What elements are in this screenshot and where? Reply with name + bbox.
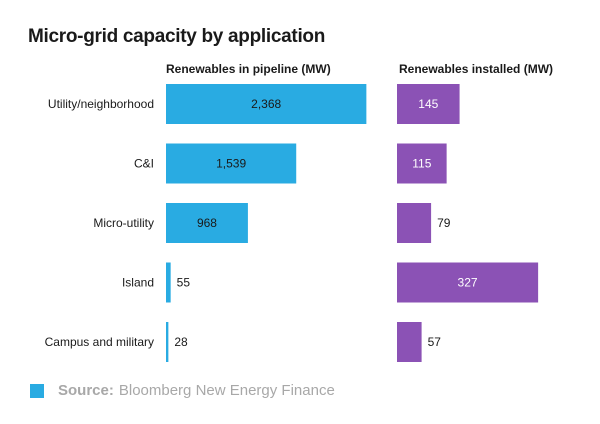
source-legend-swatch <box>30 383 44 398</box>
pipeline-value-label-island: 55 <box>177 276 191 290</box>
pipeline-bar-utility-neighborhood <box>166 84 367 124</box>
installed-value-label-micro-utility: 79 <box>437 216 451 230</box>
installed-value-label-c-i: 115 <box>412 157 431 171</box>
category-label-micro-utility: Micro-utility <box>93 216 154 230</box>
category-label-island: Island <box>122 276 154 290</box>
pipeline-value-label-c-i: 1,539 <box>216 157 246 171</box>
pipeline-bar-island <box>166 262 171 303</box>
source-note: Source: Bloomberg New Energy Finance <box>30 382 335 399</box>
installed-value-label-utility-neighborhood: 145 <box>418 97 438 111</box>
installed-value-label-island: 327 <box>458 276 478 290</box>
installed-bar-campus-and-military <box>397 322 422 362</box>
pipeline-bar-c-i <box>166 143 297 184</box>
pipeline-panel-heading: Renewables in pipeline (MW) <box>166 62 331 76</box>
pipeline-value-label-utility-neighborhood: 2,368 <box>251 97 281 111</box>
chart-title: Micro-grid capacity by application <box>28 26 326 47</box>
installed-bar-micro-utility <box>397 203 432 243</box>
pipeline-value-label-campus-and-military: 28 <box>174 335 188 349</box>
category-label-c-i: C&I <box>134 157 154 171</box>
pipeline-bar-micro-utility <box>166 203 248 243</box>
category-label-utility-neighborhood: Utility/neighborhood <box>48 97 154 111</box>
installed-panel-heading: Renewables installed (MW) <box>399 62 554 76</box>
installed-bar-c-i <box>397 143 447 184</box>
source-text: Bloomberg New Energy Finance <box>118 382 335 399</box>
source-label: Source: <box>58 382 114 399</box>
category-label-campus-and-military: Campus and military <box>45 335 154 349</box>
pipeline-bar-campus-and-military <box>166 322 169 362</box>
installed-value-label-campus-and-military: 57 <box>428 335 442 349</box>
installed-bar-island <box>397 262 539 303</box>
installed-bar-utility-neighborhood <box>397 84 460 124</box>
pipeline-value-label-micro-utility: 968 <box>197 216 217 230</box>
